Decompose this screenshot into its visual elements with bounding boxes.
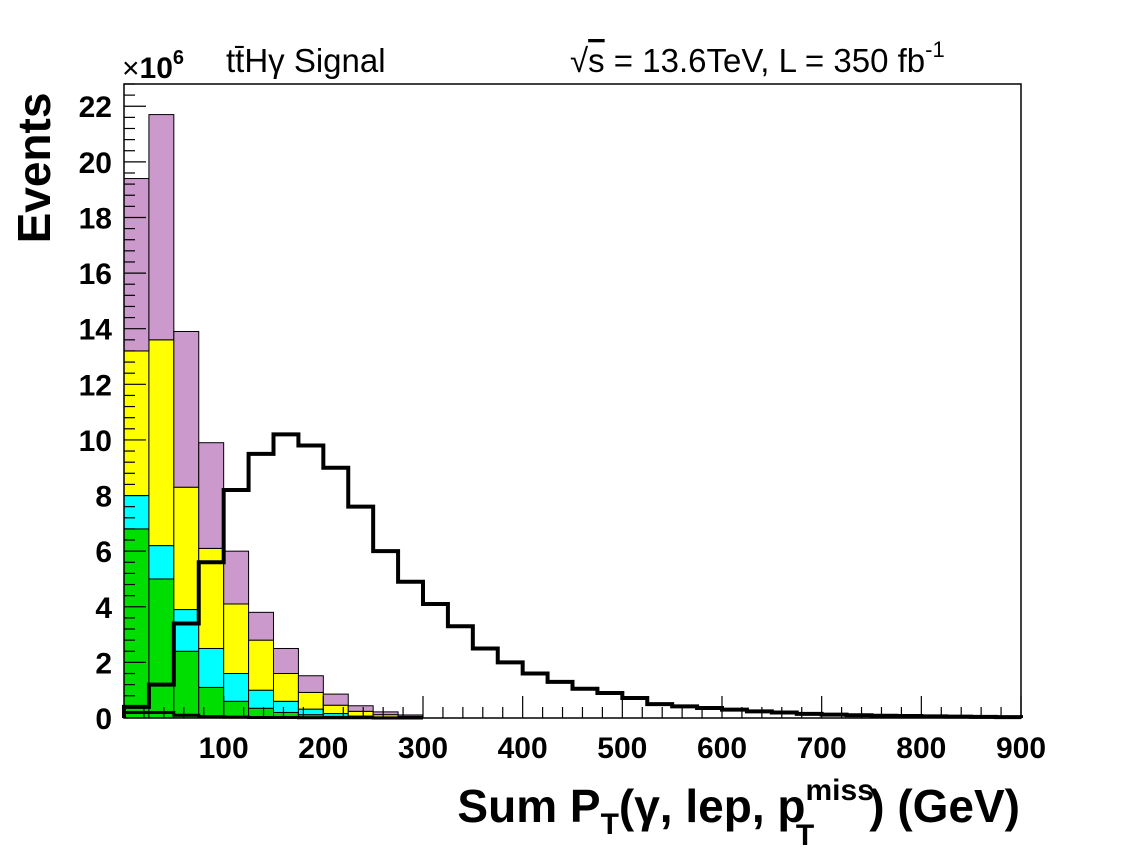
bar-cyan-6 xyxy=(273,700,299,713)
y-tick-label: 18 xyxy=(79,202,112,235)
y-tick-label: 14 xyxy=(79,314,113,347)
bar-cyan-1 xyxy=(148,545,175,580)
y-tick-label: 4 xyxy=(95,592,112,625)
bar-violet-9 xyxy=(347,705,374,712)
multiplier-power: 6 xyxy=(173,47,184,69)
y-tick-label: 6 xyxy=(95,536,112,569)
bar-yellow-7 xyxy=(297,691,324,710)
bar-yellow-4 xyxy=(223,603,250,675)
bar-green-2 xyxy=(173,650,200,719)
bar-green-1 xyxy=(148,578,175,719)
bar-yellow-8 xyxy=(322,704,349,715)
bar-yellow-5 xyxy=(248,639,274,691)
bar-yellow-9 xyxy=(347,710,374,717)
y-axis-label: Events xyxy=(8,93,60,244)
bar-cyan-0 xyxy=(123,495,150,530)
stacked-bars xyxy=(123,114,424,719)
bar-cyan-2 xyxy=(173,609,200,652)
x-axis-label: Sum PT(γ, lep, pmiss T) (GeV) xyxy=(457,774,1020,848)
x-tick-label: 700 xyxy=(797,732,847,765)
bar-violet-2 xyxy=(173,330,200,488)
bar-violet-7 xyxy=(297,675,324,693)
plot-frame xyxy=(123,83,1022,719)
bar-cyan-7 xyxy=(297,708,324,716)
x-tick-label: 600 xyxy=(697,732,747,765)
bar-green-4 xyxy=(223,700,250,719)
times-symbol: × xyxy=(122,52,140,85)
bar-cyan-4 xyxy=(223,673,250,702)
y-tick-label: 0 xyxy=(95,703,112,736)
x-label-sup: miss xyxy=(806,774,874,807)
energy-luminosity-label: √s = 13.6TeV, L = 350 fb-1 xyxy=(570,37,945,79)
lumi-exponent: -1 xyxy=(925,37,945,62)
sqrt-symbol: √ xyxy=(570,42,589,79)
x-label-part1: Sum P xyxy=(457,780,600,832)
y-tick-label: 2 xyxy=(95,647,112,680)
bar-violet-6 xyxy=(273,647,299,675)
bar-violet-5 xyxy=(248,611,274,641)
x-tick-label: 200 xyxy=(298,732,348,765)
bar-violet-8 xyxy=(322,693,349,706)
x-tick-label: 500 xyxy=(597,732,647,765)
bar-violet-10 xyxy=(372,711,399,716)
bar-green-3 xyxy=(198,686,225,719)
y-tick-label: 12 xyxy=(79,369,112,402)
bar-yellow-2 xyxy=(173,486,200,611)
y-tick-label: 8 xyxy=(95,481,112,514)
axis-ticks xyxy=(124,83,1022,718)
bar-violet-1 xyxy=(148,114,175,341)
energy-lumi-text: = 13.6TeV, L = 350 fb xyxy=(605,42,926,79)
bar-violet-0 xyxy=(123,178,150,352)
y-tick-label: 10 xyxy=(79,425,112,458)
s-symbol: s xyxy=(588,42,605,79)
x-label-part2: (γ, lep, p xyxy=(619,780,806,832)
bar-cyan-5 xyxy=(248,689,274,709)
bar-yellow-6 xyxy=(273,673,299,702)
bar-cyan-3 xyxy=(198,647,225,688)
x-label-part3: ) (GeV) xyxy=(869,780,1020,832)
signal-step-line xyxy=(122,432,1023,720)
y-tick-label: 16 xyxy=(79,258,112,291)
axis-tick-labels: 100 200 300 400 500 600 700 800 900 0 2 4 6 8 10 12 14 16… xyxy=(79,91,1046,765)
x-tick-label: 400 xyxy=(498,732,548,765)
x-tick-label: 900 xyxy=(996,732,1046,765)
x-tick-label: 300 xyxy=(398,732,448,765)
y-multiplier: ×106 xyxy=(122,47,184,85)
y-tick-label: 22 xyxy=(79,91,112,124)
x-label-sub2: T xyxy=(796,819,814,848)
x-label-sub1: T xyxy=(601,808,619,841)
bar-violet-4 xyxy=(223,550,250,605)
multiplier-base: 10 xyxy=(140,52,173,85)
signal-series xyxy=(122,432,1023,720)
bar-green-0 xyxy=(123,528,150,719)
x-tick-label: 100 xyxy=(199,732,249,765)
bar-yellow-1 xyxy=(148,339,175,547)
y-tick-label: 20 xyxy=(79,147,112,180)
x-tick-label: 800 xyxy=(896,732,946,765)
chart-title: tt̄Hγ Signal xyxy=(226,42,386,79)
bar-violet-11 xyxy=(397,714,424,717)
bar-violet-3 xyxy=(198,442,225,549)
